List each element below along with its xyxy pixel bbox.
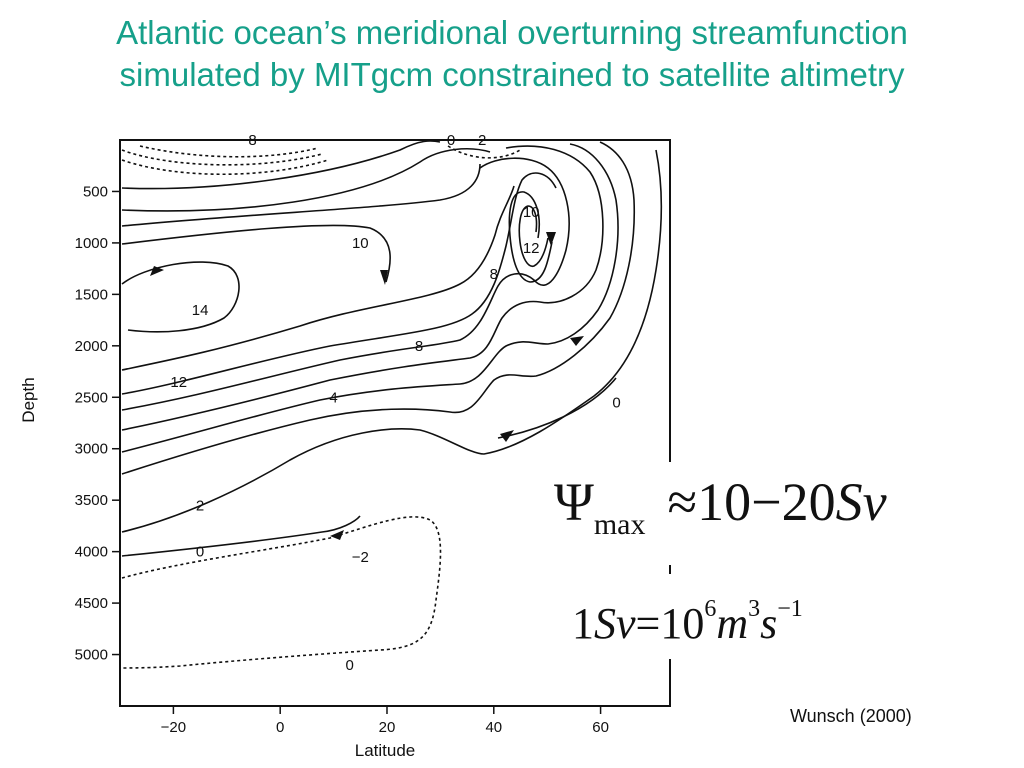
arrow-east-lower <box>500 430 514 442</box>
contour-upper-3 <box>121 163 481 227</box>
arrow-east-upper <box>570 336 584 346</box>
slide-title: Atlantic ocean’s meridional overturning … <box>0 12 1024 96</box>
meter-symbol: m <box>716 599 749 648</box>
contour-12-cell <box>518 205 549 267</box>
contour-label: −2 <box>352 549 369 566</box>
contour-label: 10 <box>352 235 369 252</box>
arrow-cell <box>546 232 556 246</box>
y-tick-label: 2000 <box>75 338 108 355</box>
exponent-6: 6 <box>704 596 717 622</box>
x-tick-label: 60 <box>592 719 609 736</box>
contour-label: 0 <box>447 132 455 149</box>
psi-subscript: max <box>593 508 646 541</box>
formula-psi-max: Ψmax ≈10−20Sv <box>548 462 893 565</box>
exponent-3: 3 <box>748 596 761 622</box>
y-tick-label: 3000 <box>75 441 108 458</box>
contour-label: 4 <box>329 389 337 406</box>
x-tick-label: 40 <box>485 719 502 736</box>
x-axis: −20 0 20 40 60 <box>161 706 609 736</box>
contour-lines <box>121 140 663 669</box>
y-tick-label: 4000 <box>75 544 108 561</box>
contour-label: 8 <box>490 266 498 283</box>
contour-label: 8 <box>415 338 423 355</box>
contour-0-deep <box>121 515 361 557</box>
contour-label: 0 <box>612 394 620 411</box>
y-tick-label: 3500 <box>75 492 108 509</box>
equals-sign: = <box>635 599 661 648</box>
title-line-1: Atlantic ocean’s meridional overturning … <box>116 14 908 51</box>
arrow-down-20N <box>380 270 388 285</box>
contour-mid-1 <box>121 172 557 395</box>
y-tick-label: 2500 <box>75 389 108 406</box>
contour-label: 12 <box>523 240 540 257</box>
citation: Wunsch (2000) <box>790 706 912 726</box>
second-symbol: s <box>760 599 778 648</box>
exponent-minus-1: −1 <box>777 596 803 622</box>
y-tick-label: 5000 <box>75 647 108 664</box>
minus-sign: − <box>751 472 782 532</box>
contour-14 <box>121 261 240 333</box>
contour-labels: −8 0 −2 10 12 10 8 14 8 12 4 0 2 0 −2 0 <box>170 132 620 674</box>
y-tick-label: 1000 <box>75 235 108 252</box>
y-tick-label: 4500 <box>75 595 108 612</box>
x-tick-label: 20 <box>379 719 396 736</box>
arrow-bottom <box>330 530 344 540</box>
approx-sign: ≈ <box>667 472 698 532</box>
contour-label: 2 <box>196 497 204 514</box>
contour-8 <box>121 157 570 411</box>
arrow-west <box>150 266 164 276</box>
y-axis-label: Depth <box>19 377 38 422</box>
psi-value-high: 20 <box>781 472 836 532</box>
contour-0-east <box>497 377 617 439</box>
contour-mid-3 <box>121 141 636 475</box>
contour-10-west <box>121 224 391 283</box>
psi-value-low: 10 <box>697 472 752 532</box>
y-tick-label: 1500 <box>75 286 108 303</box>
contour-label: 14 <box>192 302 209 319</box>
y-axis: 500 1000 1500 2000 2500 3000 3500 4000 4500 5000 <box>75 183 120 664</box>
psi-unit: Sv <box>835 472 887 532</box>
base-ten: 10 <box>660 599 705 648</box>
flow-arrows <box>150 232 584 540</box>
contour-upper-1 <box>121 140 441 190</box>
contour-10-cell <box>508 191 553 283</box>
contour-mid-2 <box>121 145 604 431</box>
title-line-2: simulated by MITgcm constrained to satel… <box>119 56 905 93</box>
sv-number: 1 <box>572 599 594 648</box>
sv-unit: Sv <box>594 599 636 648</box>
formula-sverdrup: 1Sv=106m3s−1 <box>566 574 809 659</box>
psi-symbol: Ψ <box>554 472 594 532</box>
x-tick-label: −20 <box>161 719 186 736</box>
contour-label: −2 <box>469 132 486 149</box>
contour-label: 0 <box>345 657 353 674</box>
contour-2 <box>121 149 663 533</box>
contour-label: 0 <box>196 544 204 561</box>
contour-4 <box>121 143 619 453</box>
contour-label: 12 <box>170 374 187 391</box>
contour-label: −8 <box>240 132 257 149</box>
contour-upper-2 <box>121 148 491 212</box>
y-tick-label: 500 <box>83 183 108 200</box>
x-axis-label: Latitude <box>355 741 416 760</box>
contour-neg-surface <box>121 145 329 176</box>
x-tick-label: 0 <box>276 719 284 736</box>
contour-label: 10 <box>523 204 540 221</box>
contour-12 <box>121 185 515 371</box>
